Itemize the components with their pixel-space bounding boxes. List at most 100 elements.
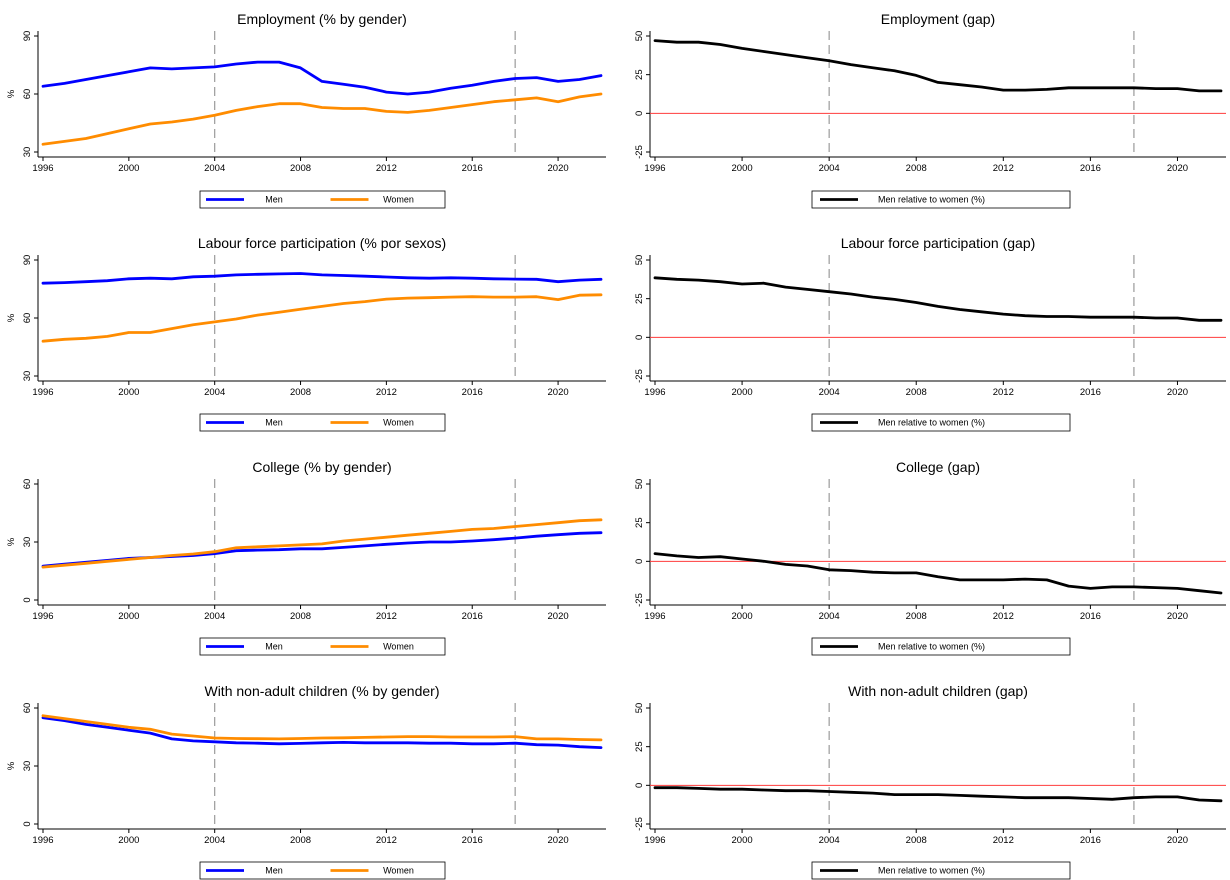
y-tick-label: 30 — [22, 761, 33, 772]
y-tick-label: 25 — [634, 517, 645, 528]
x-tick-label: 2004 — [819, 387, 840, 398]
x-tick-label: 2012 — [993, 611, 1014, 622]
y-tick-label: 30 — [22, 537, 33, 548]
x-tick-label: 1996 — [644, 611, 665, 622]
x-tick-label: 2012 — [376, 835, 397, 846]
x-tick-label: 1996 — [32, 835, 53, 846]
series-line-men — [41, 531, 603, 568]
y-tick-label: 60 — [22, 479, 33, 490]
chart-title: Labour force participation (% por sexos) — [198, 235, 446, 251]
x-tick-label: 2008 — [290, 387, 311, 398]
x-tick-label: 1996 — [32, 611, 53, 622]
y-tick-label: 25 — [634, 293, 645, 304]
y-tick-label: 0 — [634, 111, 645, 116]
series-line-men-relative-to-women — [653, 552, 1223, 595]
y-tick-label: 30 — [22, 371, 33, 382]
y-tick-label: 50 — [634, 479, 645, 490]
legend-label-men-relative-to-women: Men relative to women (%) — [878, 642, 985, 652]
x-tick-label: 2016 — [1080, 387, 1101, 398]
y-tick-label: 25 — [634, 741, 645, 752]
x-tick-label: 2004 — [819, 835, 840, 846]
y-tick-label: 0 — [634, 783, 645, 788]
chart-panel-college-by-gender: College (% by gender) 0 30 60% 1996 2000 2004 2… — [6, 459, 606, 656]
x-tick-label: 2020 — [1167, 611, 1188, 622]
legend-label-men-relative-to-women: Men relative to women (%) — [878, 195, 985, 205]
chart-title: With non-adult children (gap) — [848, 683, 1028, 699]
x-tick-label: 2020 — [548, 611, 569, 622]
x-tick-label: 2020 — [548, 163, 569, 174]
x-tick-label: 2020 — [1167, 387, 1188, 398]
y-tick-label: 60 — [22, 703, 33, 714]
y-tick-label: 60 — [22, 313, 33, 324]
legend-box — [811, 637, 1071, 656]
y-tick-label: 0 — [22, 597, 33, 602]
series-line-women — [41, 518, 603, 569]
y-axis-label: % — [6, 89, 17, 98]
y-axis-label: % — [6, 313, 17, 322]
chart-panel-labour-force-participation-por-sexos: Labour force participation (% por sexos)… — [6, 235, 606, 432]
chart-panel-employment-gap: Employment (gap) -25 0 25 50 1996 2000 2004 2008… — [634, 11, 1226, 209]
x-tick-label: 2016 — [462, 163, 483, 174]
x-tick-label: 2000 — [118, 611, 139, 622]
chart-title: Employment (% by gender) — [237, 11, 407, 27]
x-tick-label: 2020 — [548, 387, 569, 398]
x-tick-label: 2004 — [204, 611, 225, 622]
x-tick-label: 1996 — [644, 163, 665, 174]
series-line-men-relative-to-women — [653, 39, 1223, 93]
x-tick-label: 2004 — [204, 387, 225, 398]
y-tick-label: 90 — [22, 31, 33, 42]
legend-box — [199, 637, 446, 656]
x-tick-label: 2008 — [906, 387, 927, 398]
x-tick-label: 2016 — [1080, 163, 1101, 174]
series-line-men-relative-to-women — [653, 276, 1223, 322]
y-tick-label: -25 — [634, 145, 645, 159]
x-tick-label: 1996 — [32, 387, 53, 398]
y-tick-label: 50 — [634, 703, 645, 714]
y-tick-label: 90 — [22, 255, 33, 266]
x-tick-label: 2000 — [118, 835, 139, 846]
legend-label-women: Women — [383, 642, 414, 652]
legend-box — [811, 190, 1071, 209]
x-tick-label: 2008 — [290, 835, 311, 846]
series-line-men — [41, 60, 603, 96]
x-tick-label: 2016 — [462, 611, 483, 622]
x-tick-label: 2012 — [993, 387, 1014, 398]
chart-panel-labour-force-participation-gap: Labour force participation (gap) -25 0 25 50… — [634, 235, 1226, 432]
chart-title: College (% by gender) — [252, 459, 391, 475]
x-tick-label: 2000 — [732, 163, 753, 174]
x-tick-label: 2000 — [732, 611, 753, 622]
x-tick-label: 1996 — [644, 387, 665, 398]
chart-title: With non-adult children (% by gender) — [204, 683, 439, 699]
y-tick-label: 0 — [634, 559, 645, 564]
chart-title: College (gap) — [896, 459, 980, 475]
x-tick-label: 2012 — [376, 163, 397, 174]
y-tick-label: 30 — [22, 147, 33, 158]
chart-panel-with-non-adult-children-gap: With non-adult children (gap) -25 0 25 50 199… — [634, 683, 1226, 880]
y-tick-label: 0 — [634, 335, 645, 340]
y-tick-label: 60 — [22, 89, 33, 100]
legend-label-men: Men — [265, 866, 283, 876]
x-tick-label: 1996 — [644, 835, 665, 846]
x-tick-label: 2020 — [1167, 163, 1188, 174]
y-tick-label: -25 — [634, 369, 645, 383]
x-tick-label: 2000 — [118, 387, 139, 398]
x-tick-label: 2000 — [732, 835, 753, 846]
legend-label-men-relative-to-women: Men relative to women (%) — [878, 418, 985, 428]
chart-title: Labour force participation (gap) — [841, 235, 1036, 251]
x-tick-label: 2008 — [290, 163, 311, 174]
x-tick-label: 2016 — [1080, 835, 1101, 846]
x-tick-label: 2008 — [906, 163, 927, 174]
legend-box — [811, 861, 1071, 880]
x-tick-label: 2008 — [906, 835, 927, 846]
legend-box — [199, 861, 446, 880]
legend-box — [199, 190, 446, 209]
legend-label-women: Women — [383, 195, 414, 205]
y-tick-label: 25 — [634, 69, 645, 80]
y-axis-label: % — [6, 761, 17, 770]
x-tick-label: 2004 — [819, 611, 840, 622]
x-tick-label: 2008 — [906, 611, 927, 622]
series-line-women — [41, 293, 603, 343]
chart-panel-with-non-adult-children-by-gender: With non-adult children (% by gender) 0 30… — [6, 683, 606, 880]
legend-box — [811, 413, 1071, 432]
